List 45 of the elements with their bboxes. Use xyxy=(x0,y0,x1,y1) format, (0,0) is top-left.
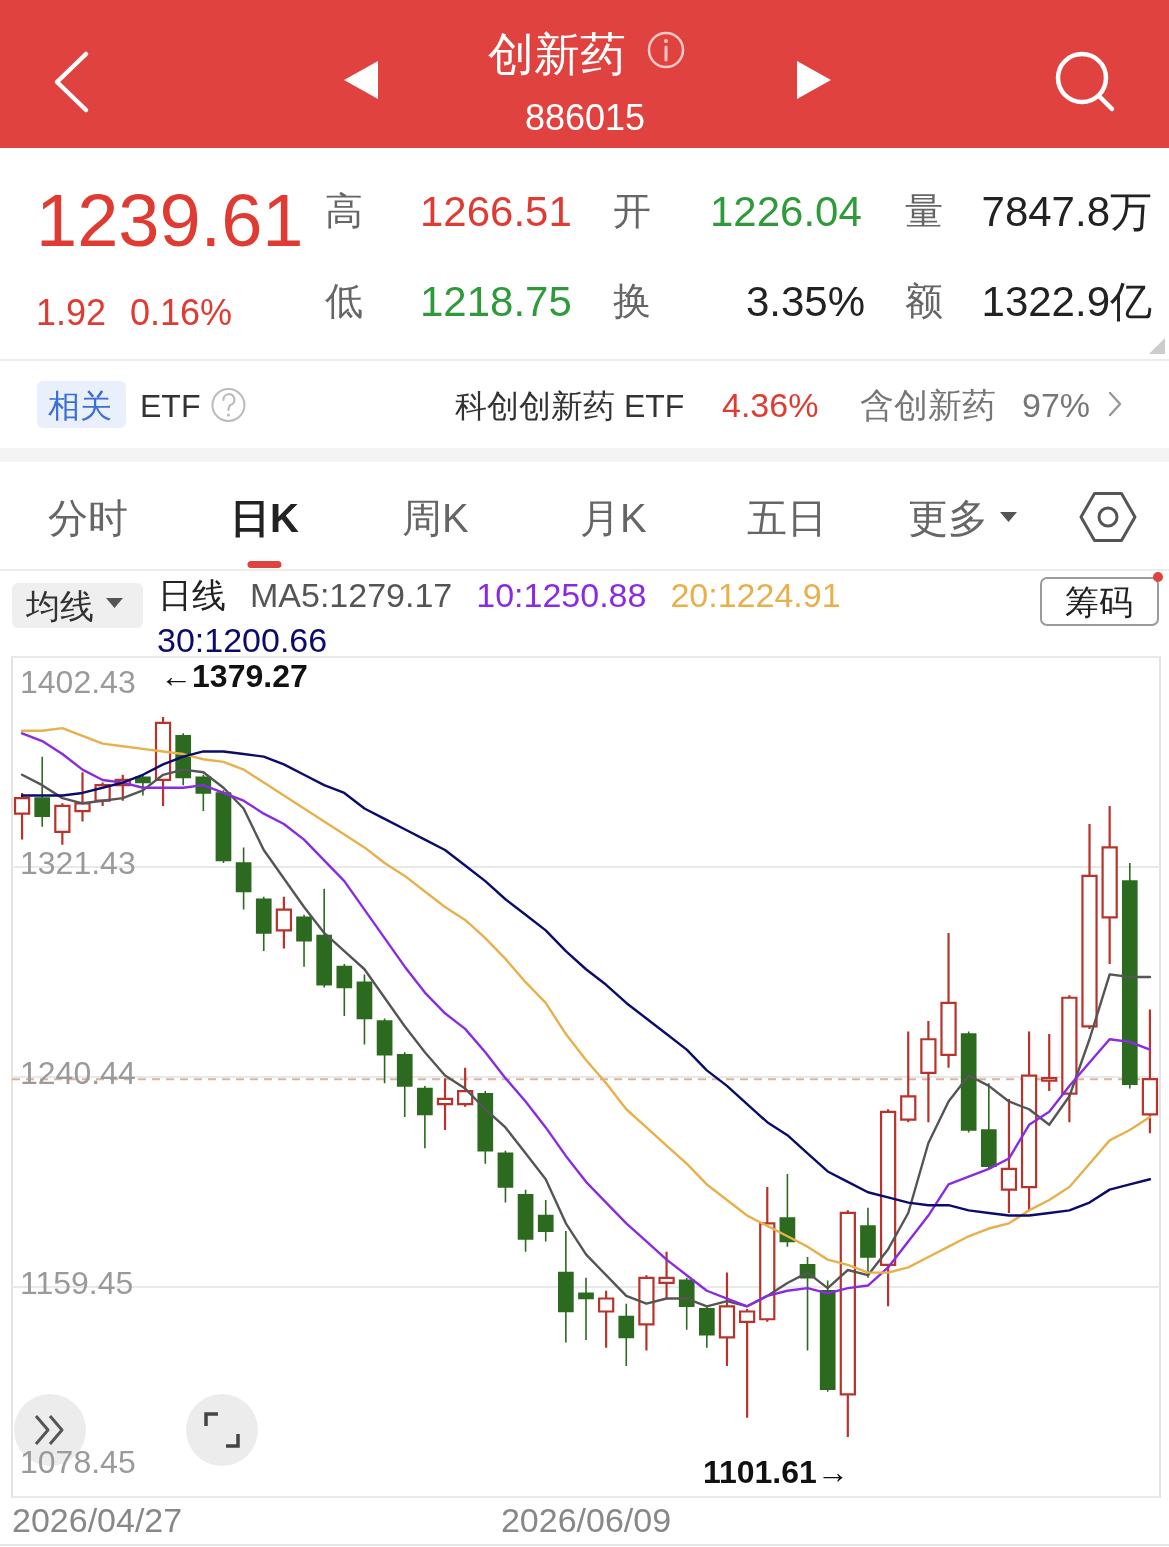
text: 额 xyxy=(905,280,943,322)
text: 换 xyxy=(613,280,651,322)
legend-title: 日线 xyxy=(158,576,226,614)
text: 1218.75 xyxy=(420,278,572,325)
text: 月K xyxy=(580,496,647,540)
text: ETF xyxy=(140,388,201,424)
text: 1322.9亿 xyxy=(981,278,1152,325)
text: 2026/06/09 xyxy=(500,1501,672,1539)
annotation: ←1379.27 xyxy=(160,658,308,695)
text: 量 xyxy=(905,190,943,232)
text: 1239.61 xyxy=(36,179,304,262)
text: 创新药 xyxy=(488,28,626,80)
text: 0.16% xyxy=(130,292,233,333)
text: 开 xyxy=(613,190,651,232)
text: 886015 xyxy=(524,97,646,138)
text: 2026/04/27 xyxy=(12,1501,183,1539)
text: 低 xyxy=(325,280,363,322)
text: 五日 xyxy=(747,496,827,540)
text: 更多 xyxy=(908,496,988,540)
text: 1266.51 xyxy=(420,188,572,235)
text: 相关 xyxy=(48,388,112,424)
text: 周K xyxy=(402,496,469,540)
text: 1.92 xyxy=(36,292,107,333)
text: 97% xyxy=(1022,386,1091,424)
y-tick-label: 1159.45 xyxy=(20,1264,134,1301)
y-tick-label: 1078.45 xyxy=(20,1444,136,1480)
text: 4.36% xyxy=(722,386,819,424)
y-tick-label: 1402.43 xyxy=(20,664,136,700)
text: 1226.04 xyxy=(710,188,862,235)
text: 7847.8万 xyxy=(981,188,1152,235)
text: 日K xyxy=(230,496,299,540)
text: 筹码 xyxy=(1065,583,1133,621)
text: 分时 xyxy=(48,496,128,540)
text: 科创创新药 ETF xyxy=(455,388,685,424)
text: MA5:1279.17 xyxy=(250,576,453,614)
text: 10:1250.88 xyxy=(476,576,647,614)
text: 20:1224.91 xyxy=(670,576,841,614)
text: 均线 xyxy=(25,587,94,625)
text: 含创新药 xyxy=(860,386,996,424)
y-tick-label: 1240.44 xyxy=(20,1055,136,1091)
y-tick-label: 1321.43 xyxy=(20,845,136,882)
text: 高 xyxy=(325,190,363,232)
text: 30:1200.66 xyxy=(157,621,328,659)
text: 3.35% xyxy=(745,278,865,325)
annotation: 1101.61→ xyxy=(702,1453,849,1490)
